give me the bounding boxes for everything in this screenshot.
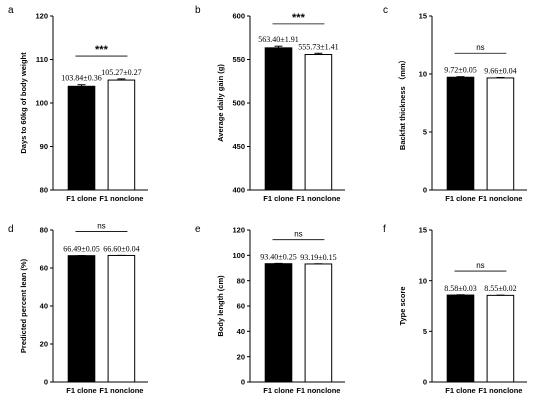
y-tick-label: 20 <box>40 340 48 349</box>
panel-letter: a <box>8 5 14 16</box>
y-tick-label: 80 <box>40 226 48 235</box>
category-label: F1 clone <box>66 194 96 203</box>
bar-f1-clone <box>446 76 475 191</box>
significance-label: ns <box>294 230 302 239</box>
data-label: 9.66±0.04 <box>484 66 516 75</box>
panel-b: b 400 450 500 550 600 Average daily gain (g) 56… <box>195 5 345 203</box>
y-tick-label: 120 <box>35 12 48 21</box>
bar-f1-nonclone <box>486 77 515 191</box>
y-tick-label: 100 <box>35 99 48 108</box>
y-tick-label: 20 <box>237 352 245 361</box>
category-label: F1 nonclone <box>296 194 340 203</box>
data-label: 563.40±1.91 <box>258 35 298 44</box>
bar-f1-nonclone <box>107 79 136 191</box>
y-axis-label: Average daily gain (g) <box>216 64 225 142</box>
panel-d: d 0 20 40 60 80 Predicted percent lean (%) 66.4… <box>8 221 148 395</box>
y-tick-label: 10 <box>419 70 427 79</box>
category-label: F1 nonclone <box>296 386 340 395</box>
bar-f1-nonclone <box>304 54 333 191</box>
significance-label: ns <box>476 261 484 270</box>
category-label: F1 nonclone <box>478 386 522 395</box>
y-tick-label: 0 <box>241 378 245 387</box>
category-label: F1 clone <box>263 194 293 203</box>
y-tick-label: 100 <box>232 251 245 260</box>
category-label: F1 nonclone <box>478 194 522 203</box>
bar-f1-clone <box>67 255 96 383</box>
y-tick-label: 80 <box>40 186 48 195</box>
y-tick-label: 15 <box>419 226 427 235</box>
y-tick-label: 60 <box>237 302 245 311</box>
data-label: 66.49±0.05 <box>63 245 99 254</box>
category-label: F1 nonclone <box>99 194 143 203</box>
y-tick-label: 550 <box>232 55 245 64</box>
category-label: F1 nonclone <box>99 386 143 395</box>
y-axis-label: Body length (cm) <box>216 275 225 337</box>
category-label: F1 clone <box>445 386 475 395</box>
panel-letter: d <box>8 224 14 235</box>
bar-f1-nonclone <box>107 254 136 383</box>
y-tick-label: 110 <box>36 55 48 64</box>
y-tick-label: 90 <box>40 142 48 151</box>
data-label: 8.55±0.02 <box>484 284 516 293</box>
bar-f1-nonclone <box>304 263 333 383</box>
data-label: 93.19±0.15 <box>300 253 336 262</box>
y-tick-label: 10 <box>419 276 427 285</box>
category-label: F1 clone <box>263 386 293 395</box>
significance-label: *** <box>95 44 109 56</box>
data-label: 555.73±1.41 <box>298 42 338 51</box>
y-tick-label: 120 <box>232 226 245 235</box>
y-tick-label: 600 <box>232 12 245 21</box>
y-tick-label: 0 <box>44 378 48 387</box>
significance-label: ns <box>97 221 105 230</box>
y-tick-label: 40 <box>40 302 48 311</box>
data-label: 93.40±0.25 <box>260 252 296 261</box>
y-tick-label: 5 <box>423 128 427 137</box>
panel-a: a 80 90 100 110 120 Days to 60kg of body weigh… <box>8 5 148 203</box>
y-axis-label: Backfat thickness （mm） <box>397 56 407 150</box>
bar-f1-clone <box>264 263 293 383</box>
bar-f1-clone <box>264 47 293 191</box>
category-label: F1 clone <box>66 386 96 395</box>
panel-e: e 0 20 40 60 80 100 120 Body length (cm) 93.40±0.… <box>195 224 345 395</box>
data-label: 105.27±0.27 <box>101 68 141 77</box>
y-tick-label: 15 <box>419 12 427 21</box>
panel-c: c 0 5 10 15 Backfat thickness （mm） 9.72±0.05 F1… <box>383 5 527 203</box>
y-tick-label: 40 <box>237 327 245 336</box>
y-tick-label: 400 <box>232 186 245 195</box>
bar-f1-clone <box>67 85 96 191</box>
data-label: 9.72±0.05 <box>444 66 476 75</box>
y-tick-label: 500 <box>232 99 245 108</box>
y-tick-label: 0 <box>423 378 427 387</box>
y-tick-label: 0 <box>423 186 427 195</box>
panel-letter: e <box>195 224 201 235</box>
panel-letter: f <box>383 224 386 235</box>
significance-label: ns <box>476 43 484 52</box>
category-label: F1 clone <box>445 194 475 203</box>
y-tick-label: 80 <box>237 276 245 285</box>
y-axis-label: Type score <box>398 286 407 325</box>
y-axis-label: Predicted percent lean (%) <box>19 258 28 353</box>
panel-letter: b <box>195 5 201 16</box>
y-tick-label: 450 <box>232 142 245 151</box>
y-tick-label: 60 <box>40 264 48 273</box>
panel-f: f 0 5 10 15 Type score 8.58±0.03 F1 clone 8.55±0… <box>383 224 527 395</box>
data-label: 103.84±0.36 <box>61 74 101 83</box>
data-label: 8.58±0.03 <box>444 284 476 293</box>
data-label: 66.60±0.04 <box>103 244 139 253</box>
panel-letter: c <box>383 5 388 16</box>
bar-f1-nonclone <box>486 294 515 383</box>
bar-f1-clone <box>446 294 475 383</box>
significance-label: *** <box>292 12 306 24</box>
y-tick-label: 5 <box>423 327 427 336</box>
y-axis-label: Days to 60kg of body weight <box>19 52 28 154</box>
